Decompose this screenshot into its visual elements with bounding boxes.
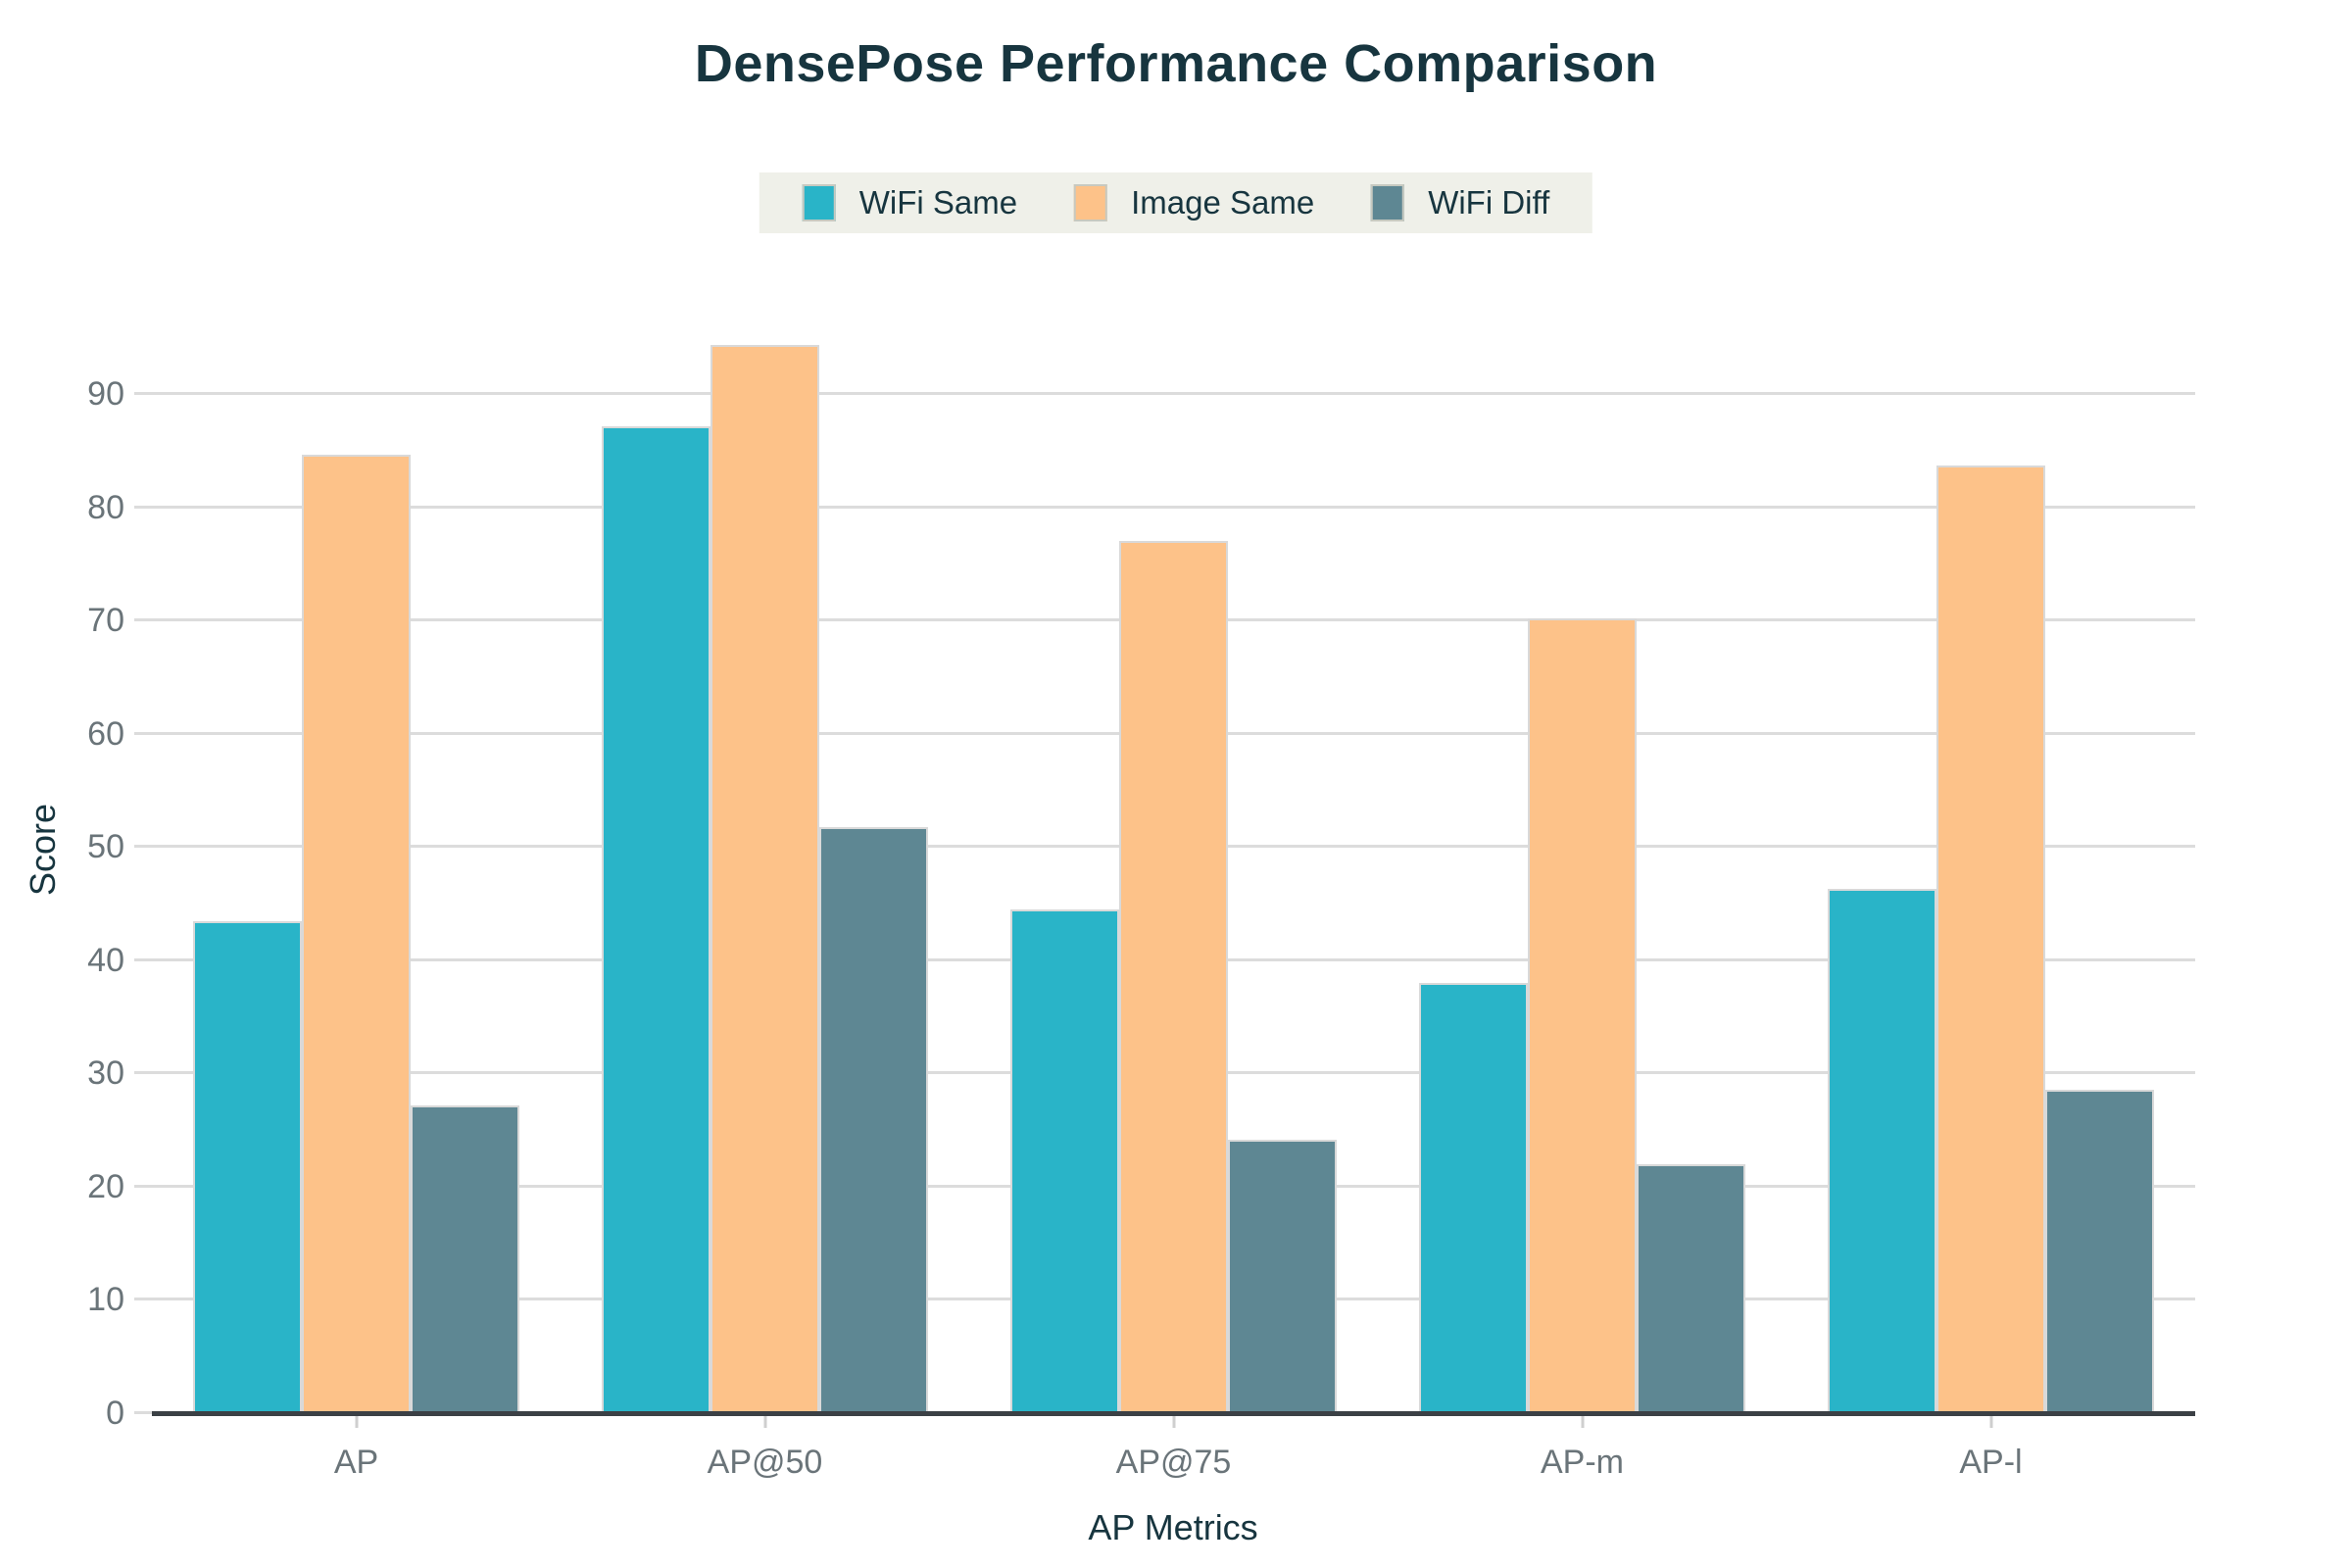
y-tick-label-30: 30 xyxy=(87,1054,124,1093)
y-tick-label-90: 90 xyxy=(87,374,124,413)
bar-wifi-same-ap[interactable] xyxy=(193,921,302,1414)
bar-image-same-ap[interactable] xyxy=(302,455,411,1414)
y-tick-mark-30 xyxy=(134,1071,152,1075)
bar-group-ap-m xyxy=(1378,618,1787,1414)
bar-wifi-same-ap-l[interactable] xyxy=(1828,889,1936,1414)
bar-wifi-diff-ap-l[interactable] xyxy=(2045,1090,2154,1414)
legend-item-wifi-same[interactable]: WiFi Same xyxy=(802,184,1018,221)
legend-swatch-image-same xyxy=(1074,184,1108,221)
bar-wifi-diff-ap-75[interactable] xyxy=(1228,1140,1337,1414)
bar-wifi-diff-ap-m[interactable] xyxy=(1637,1164,1745,1414)
x-tick-mark-ap-75 xyxy=(1172,1414,1175,1428)
legend-label: Image Same xyxy=(1131,184,1315,220)
bar-wifi-diff-ap[interactable] xyxy=(411,1105,519,1414)
bar-image-same-ap-m[interactable] xyxy=(1528,618,1637,1414)
y-tick-mark-90 xyxy=(134,391,152,395)
bar-group-ap-75 xyxy=(969,541,1378,1414)
legend-label: WiFi Diff xyxy=(1428,184,1550,220)
x-tick-label-ap-50: AP@50 xyxy=(707,1444,823,1481)
y-tick-mark-10 xyxy=(134,1298,152,1301)
legend-item-wifi-diff[interactable]: WiFi Diff xyxy=(1371,184,1549,221)
y-tick-label-60: 60 xyxy=(87,714,124,753)
y-tick-label-10: 10 xyxy=(87,1281,124,1319)
plot-area: 0 10 20 30 40 50 60 70 80 90 AP AP@50 AP@75 AP-m AP-l xyxy=(87,333,2195,1481)
x-tick-label-ap: AP xyxy=(333,1444,379,1481)
y-tick-mark-70 xyxy=(134,618,152,622)
bar-wifi-same-ap-m[interactable] xyxy=(1419,983,1528,1414)
legend-swatch-wifi-same xyxy=(802,184,836,221)
bar-wifi-same-ap-75[interactable] xyxy=(1010,909,1119,1414)
y-tick-label-0: 0 xyxy=(106,1395,124,1432)
y-tick-mark-40 xyxy=(134,957,152,961)
y-tick-label-20: 20 xyxy=(87,1167,124,1205)
bar-image-same-ap-50[interactable] xyxy=(710,345,819,1414)
bar-group-ap xyxy=(152,455,561,1414)
bar-image-same-ap-75[interactable] xyxy=(1119,541,1228,1414)
legend-swatch-wifi-diff xyxy=(1371,184,1405,221)
x-tick-mark-ap-m xyxy=(1581,1414,1584,1428)
bar-wifi-diff-ap-50[interactable] xyxy=(819,827,928,1414)
y-axis-title: Score xyxy=(23,803,63,897)
x-axis-title: AP Metrics xyxy=(1088,1507,1258,1547)
gridline-80 xyxy=(152,505,2195,509)
gridline-90 xyxy=(152,391,2195,395)
y-tick-label-40: 40 xyxy=(87,941,124,979)
y-tick-label-70: 70 xyxy=(87,602,124,640)
chart-title: DensePose Performance Comparison xyxy=(694,34,1658,93)
legend: WiFi Same Image Same WiFi Diff xyxy=(759,172,1593,233)
x-tick-mark-ap xyxy=(355,1414,358,1428)
x-tick-label-ap-75: AP@75 xyxy=(1115,1444,1232,1481)
y-tick-mark-50 xyxy=(134,845,152,849)
y-tick-mark-80 xyxy=(134,505,152,509)
bar-group-ap-l xyxy=(1787,466,2195,1414)
legend-item-image-same[interactable]: Image Same xyxy=(1074,184,1314,221)
y-tick-mark-20 xyxy=(134,1184,152,1188)
y-tick-label-80: 80 xyxy=(87,488,124,526)
bar-groups xyxy=(152,333,2195,1414)
x-tick-label-ap-l: AP-l xyxy=(1959,1444,2023,1481)
legend-label: WiFi Same xyxy=(858,184,1018,220)
x-tick-mark-ap-l xyxy=(1989,1414,1992,1428)
x-axis-line xyxy=(152,1411,2195,1416)
y-tick-mark-60 xyxy=(134,731,152,735)
y-tick-mark-0 xyxy=(134,1411,152,1414)
bar-image-same-ap-l[interactable] xyxy=(1936,466,2045,1414)
x-tick-label-ap-m: AP-m xyxy=(1541,1444,1624,1481)
bar-wifi-same-ap-50[interactable] xyxy=(602,426,710,1414)
x-tick-mark-ap-50 xyxy=(763,1414,766,1428)
y-tick-label-50: 50 xyxy=(87,828,124,866)
bar-group-ap-50 xyxy=(561,345,969,1414)
